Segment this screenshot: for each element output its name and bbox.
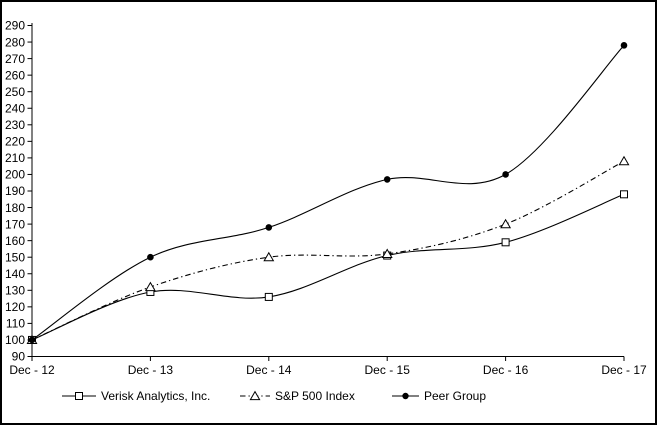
series-line-peer-group xyxy=(31,45,625,341)
data-point-s-p-500-index xyxy=(263,251,275,262)
y-axis-tick-label: 180 xyxy=(5,201,25,215)
legend-label-verisk: Verisk Analytics, Inc. xyxy=(101,389,211,403)
y-axis-tick-label: 140 xyxy=(5,267,25,281)
x-axis-tick-label: Dec - 13 xyxy=(128,363,174,377)
y-axis-tick-label: 230 xyxy=(5,118,25,132)
x-axis-tick-label: Dec - 17 xyxy=(601,363,647,377)
data-point-peer-group xyxy=(28,336,36,344)
data-point-peer-group xyxy=(265,224,273,231)
series-line-s-p-500-index xyxy=(31,160,625,341)
y-axis-tick-label: 190 xyxy=(5,184,25,198)
data-point-peer-group xyxy=(147,253,154,261)
y-axis-tick-label: 160 xyxy=(5,234,25,248)
y-axis-tick-label: 110 xyxy=(6,317,25,331)
y-axis-tick-label: 100 xyxy=(5,333,25,347)
x-axis-tick-label: Dec - 16 xyxy=(483,363,529,377)
circle-filled-icon xyxy=(392,392,419,400)
data-point-s-p-500-index xyxy=(144,281,156,292)
data-point-s-p-500-index xyxy=(618,155,630,166)
y-axis-tick-label: 220 xyxy=(5,135,25,149)
legend-label-peer: Peer Group xyxy=(424,389,487,403)
data-point-peer-group xyxy=(502,171,509,178)
data-point-peer-group xyxy=(383,176,391,183)
data-point-verisk-analytics-inc xyxy=(620,190,628,199)
y-axis-tick-label: 200 xyxy=(5,168,25,182)
y-axis-tick-label: 290 xyxy=(5,19,25,33)
data-point-s-p-500-index xyxy=(500,218,512,229)
y-axis-tick-label: 170 xyxy=(5,217,25,231)
y-axis-tick-label: 280 xyxy=(5,35,25,49)
x-axis-tick-label: Dec - 15 xyxy=(365,363,411,377)
y-axis-tick-label: 260 xyxy=(5,68,25,82)
axes xyxy=(31,23,624,357)
y-axis-tick-label: 90 xyxy=(12,350,26,364)
legend-item-verisk: Verisk Analytics, Inc. xyxy=(62,388,210,404)
x-axis-tick-label: Dec - 14 xyxy=(246,363,292,377)
x-axis-tick-label: Dec - 12 xyxy=(9,363,55,377)
y-axis-tick-label: 130 xyxy=(5,284,25,298)
data-point-s-p-500-index xyxy=(381,248,393,258)
y-axis-tick-label: 270 xyxy=(5,52,25,66)
data-point-peer-group xyxy=(620,42,628,49)
y-axis-tick-label: 250 xyxy=(5,85,25,99)
legend-item-peer: Peer Group xyxy=(392,388,486,404)
series-line-verisk-analytics-inc xyxy=(31,193,625,341)
triangle-open-icon xyxy=(240,390,270,401)
y-axis-tick-label: 210 xyxy=(5,151,25,165)
y-axis-tick-label: 240 xyxy=(5,101,25,115)
square-open-icon xyxy=(62,392,96,400)
data-point-verisk-analytics-inc xyxy=(264,292,273,301)
legend-item-sp500: S&P 500 Index xyxy=(240,388,355,404)
legend-label-sp500: S&P 500 Index xyxy=(275,389,355,403)
y-axis-tick-label: 150 xyxy=(5,250,25,264)
data-point-verisk-analytics-inc xyxy=(501,238,510,247)
y-axis-tick-label: 120 xyxy=(5,300,25,314)
